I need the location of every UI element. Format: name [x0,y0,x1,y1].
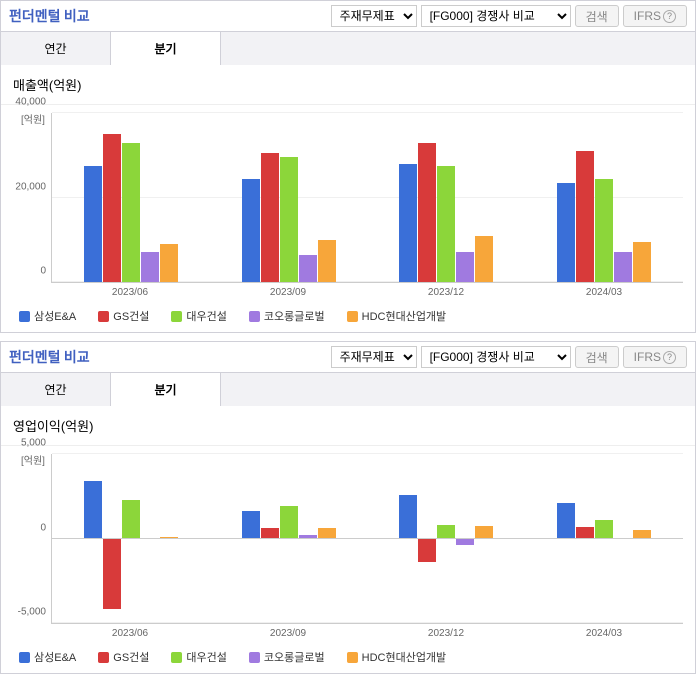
bar [557,183,575,282]
fundamental-panel: 펀더멘털 비교 주재무제표 [FG000] 경쟁사 비교 검색 IFRS ? 연… [0,341,696,674]
ifrs-button[interactable]: IFRS ? [623,346,687,368]
fundamental-panel: 펀더멘털 비교 주재무제표 [FG000] 경쟁사 비교 검색 IFRS ? 연… [0,0,696,333]
legend-swatch [249,311,260,322]
bar [84,166,102,282]
bar [456,252,474,282]
competitor-select[interactable]: [FG000] 경쟁사 비교 [421,5,571,27]
bar [576,151,594,282]
x-label: 2023/12 [367,628,525,639]
bar [103,134,121,282]
bar [261,153,279,282]
legend-item: HDC현대산업개발 [347,649,447,665]
bar-group [368,113,526,282]
legend-item: 코오롱글로벌 [249,308,325,324]
bar-group [525,454,683,623]
bar-group [210,454,368,623]
legend-item: GS건설 [98,649,149,665]
legend-swatch [98,311,109,322]
bar [633,242,651,282]
report-type-select[interactable]: 주재무제표 [331,346,417,368]
bar-group [368,454,526,623]
tab-quarter[interactable]: 분기 [111,32,221,65]
panel-title: 펀더멘털 비교 [9,6,90,26]
legend-swatch [347,652,358,663]
help-icon: ? [663,351,676,364]
y-tick: 0 [40,522,52,533]
x-label: 2023/09 [209,287,367,298]
legend-item: 코오롱글로벌 [249,649,325,665]
chart-title: 영업이익(억원) [1,406,695,446]
tab-annual[interactable]: 연간 [1,32,111,65]
bar [122,143,140,282]
chart-plot: -5,00005,000 [51,454,683,624]
legend: 삼성E&A GS건설 대우건설 코오롱글로벌 HDC현대산업개발 [1,643,695,673]
bar [418,539,436,563]
tab-quarter[interactable]: 분기 [111,373,221,406]
legend-swatch [19,652,30,663]
bar [557,503,575,538]
competitor-select[interactable]: [FG000] 경쟁사 비교 [421,346,571,368]
bar [160,244,178,282]
axis-unit: [억원] [21,111,45,126]
bar [456,539,474,546]
legend-swatch [171,652,182,663]
bar [242,511,260,538]
legend-item: 삼성E&A [19,308,76,324]
y-tick: 0 [40,266,52,277]
bar [242,179,260,283]
bar [595,179,613,283]
panel-title: 펀더멘털 비교 [9,347,90,367]
legend-item: GS건설 [98,308,149,324]
bar [103,539,121,610]
bar [437,166,455,282]
bar-group [525,113,683,282]
bar [280,506,298,538]
report-type-select[interactable]: 주재무제표 [331,5,417,27]
legend-item: 삼성E&A [19,649,76,665]
legend-swatch [347,311,358,322]
bar [437,525,455,539]
bar [418,143,436,282]
bar [84,481,102,538]
legend-swatch [19,311,30,322]
ifrs-button[interactable]: IFRS ? [623,5,687,27]
chart-title: 매출액(억원) [1,65,695,105]
y-tick: 5,000 [21,438,52,449]
x-label: 2023/12 [367,287,525,298]
bar [299,255,317,282]
bar [399,495,417,539]
bar [475,236,493,282]
x-label: 2024/03 [525,287,683,298]
x-label: 2023/06 [51,287,209,298]
bar [122,500,140,539]
search-button[interactable]: 검색 [575,5,619,27]
legend-swatch [171,311,182,322]
x-label: 2023/06 [51,628,209,639]
x-label: 2024/03 [525,628,683,639]
legend-item: 대우건설 [171,649,226,665]
tab-annual[interactable]: 연간 [1,373,111,406]
y-tick: 20,000 [15,181,52,192]
legend-item: 대우건설 [171,308,226,324]
y-tick: 40,000 [15,97,52,108]
bar-group [210,113,368,282]
search-button[interactable]: 검색 [575,346,619,368]
axis-unit: [억원] [21,452,45,467]
legend-item: HDC현대산업개발 [347,308,447,324]
legend-swatch [249,652,260,663]
bar-group [52,113,210,282]
x-label: 2023/09 [209,628,367,639]
chart-plot: 020,00040,000 [51,113,683,283]
bar [399,164,417,282]
bar-group [52,454,210,623]
bar [318,240,336,282]
y-tick: -5,000 [18,607,52,618]
help-icon: ? [663,10,676,23]
bar [141,252,159,282]
legend: 삼성E&A GS건설 대우건설 코오롱글로벌 HDC현대산업개발 [1,302,695,332]
legend-swatch [98,652,109,663]
bar [280,157,298,282]
bar [595,520,613,539]
bar [614,252,632,282]
